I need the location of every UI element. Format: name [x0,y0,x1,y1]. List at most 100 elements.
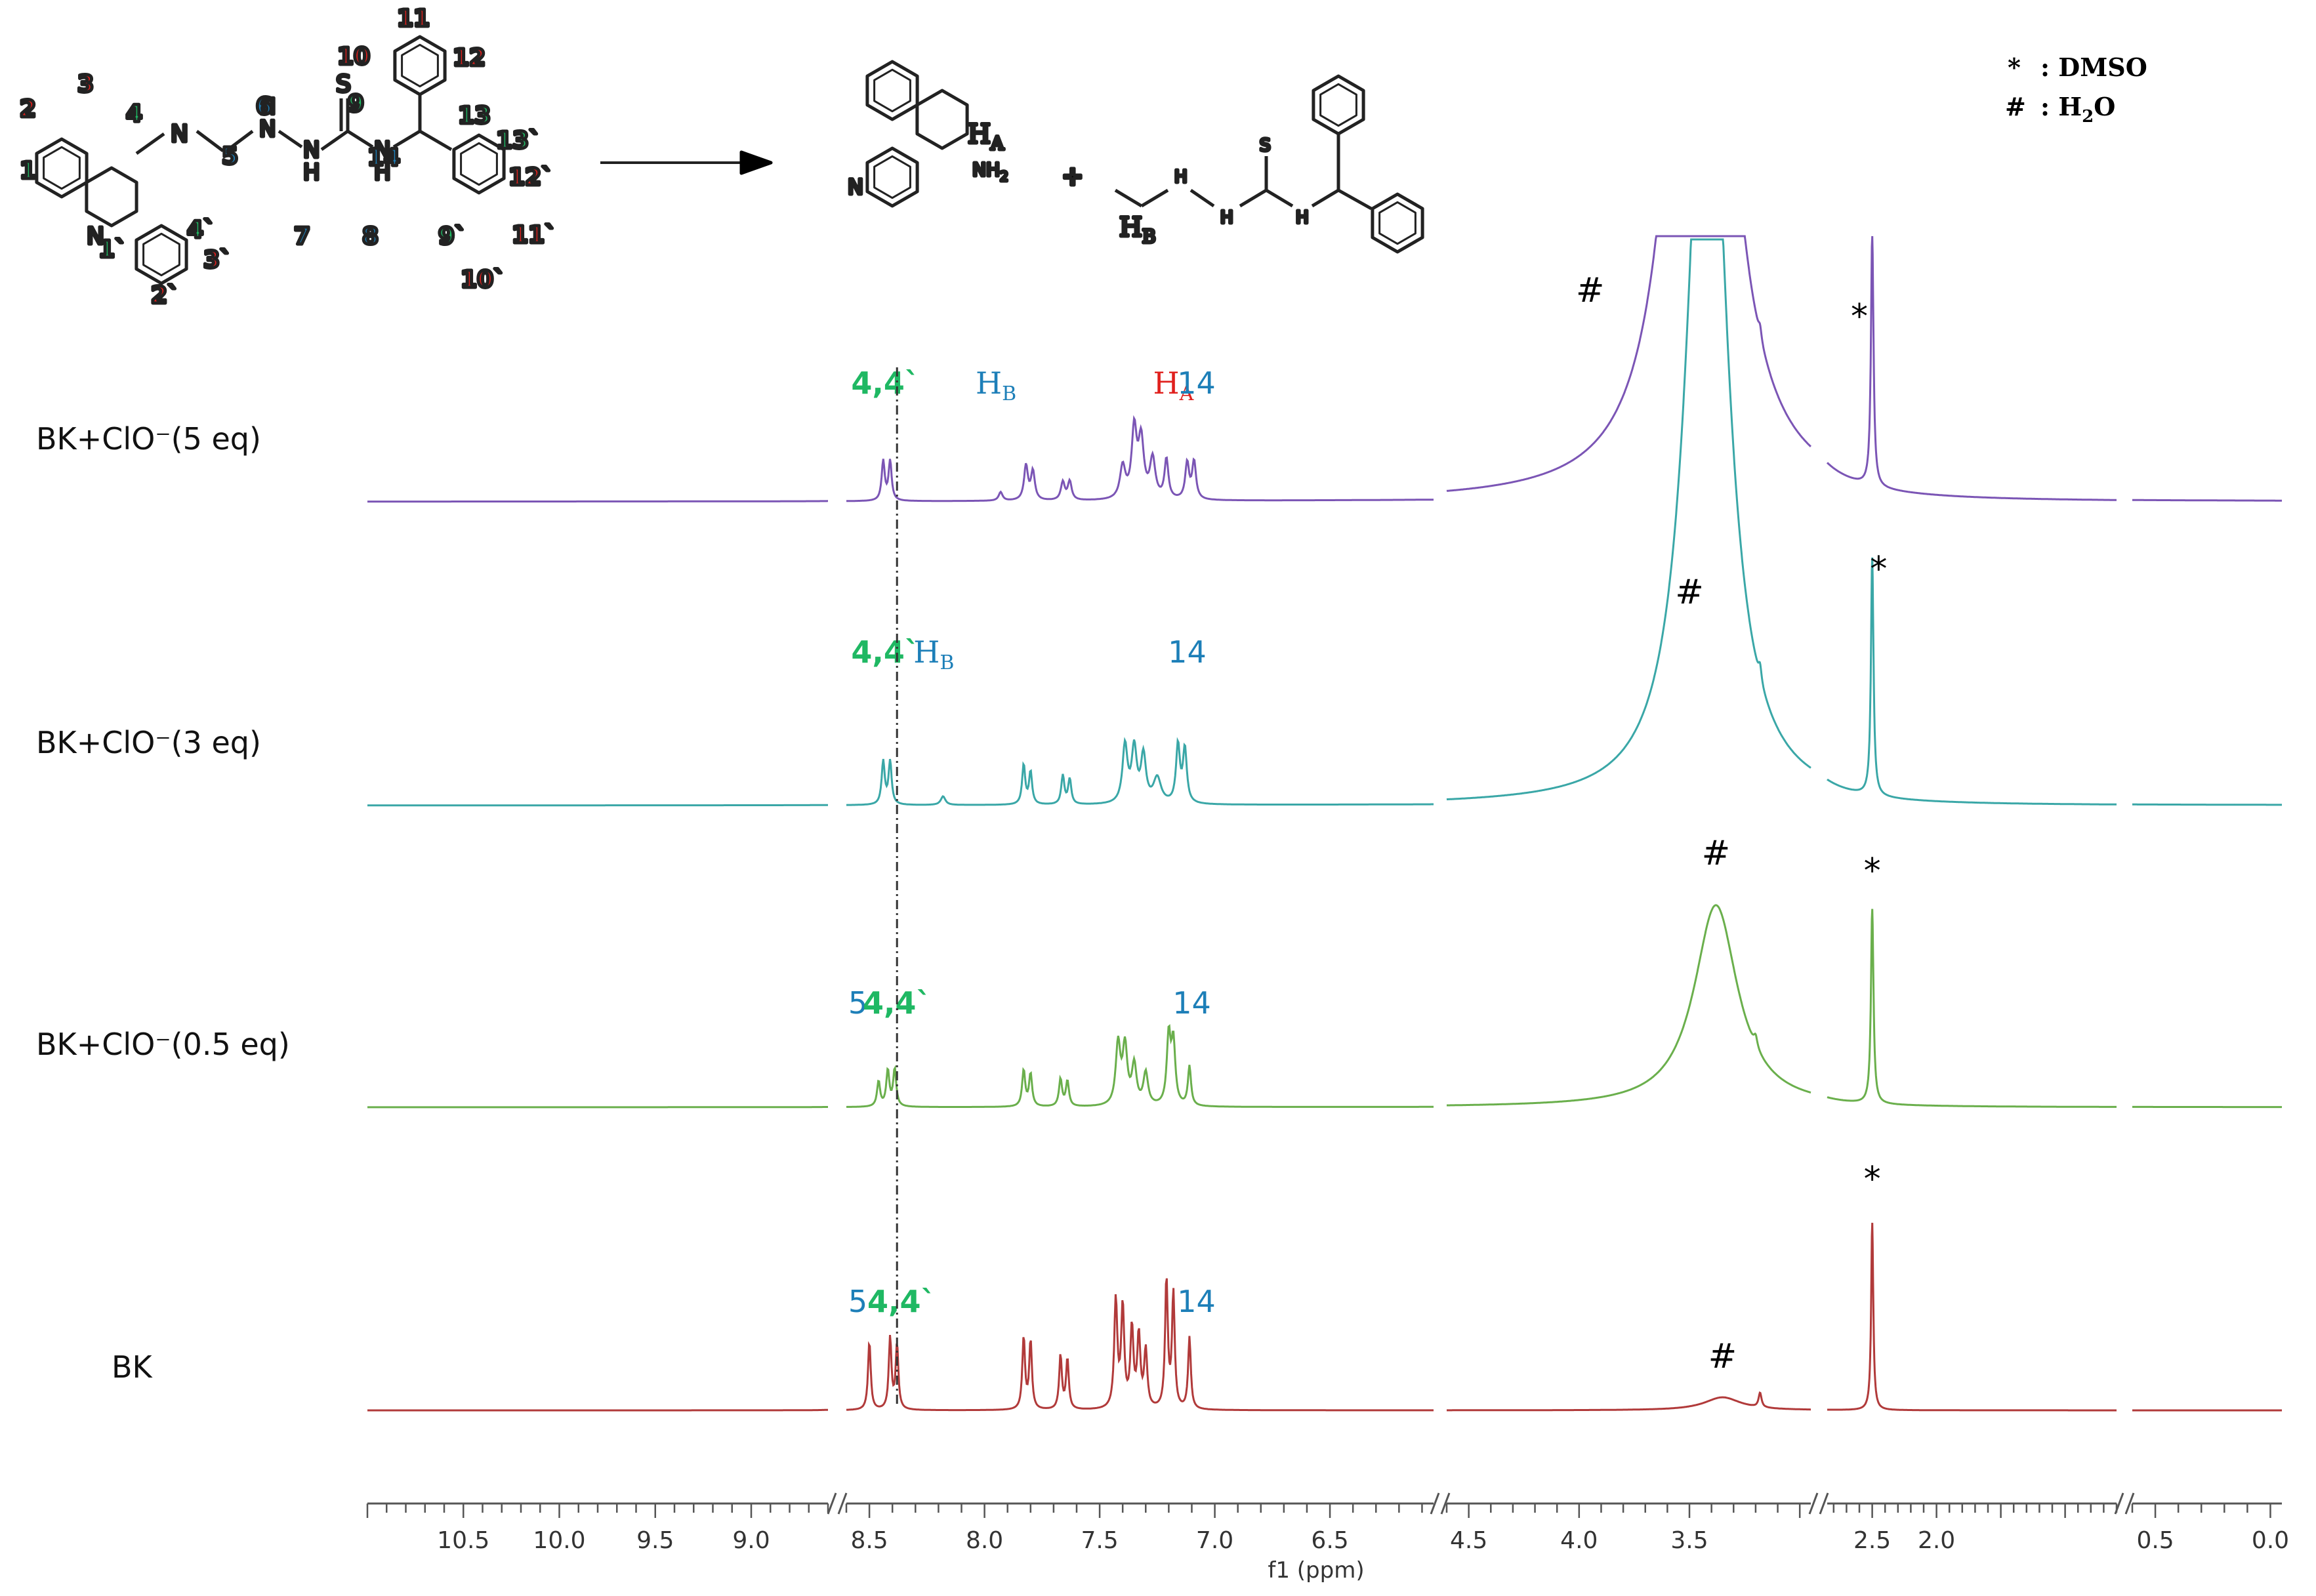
legend-water-symbol: # [2005,92,2026,121]
spectrum-label: BK+ClO⁻(0.5 eq) [36,1027,290,1062]
peak-annotation: 14 [1172,985,1211,1021]
atom-number-label: 10` [461,266,505,293]
bond [135,132,165,155]
spectrum-line [846,415,1434,502]
spectrum-label: BK [112,1349,154,1385]
ring-inner-bond [401,43,439,88]
ring-inner-bond [142,232,180,277]
atom-number-label: 3 [77,71,94,98]
x-tick-label: 10.0 [533,1527,585,1554]
spectrum-line [367,804,828,807]
peak-annotation: 14 [1177,1284,1216,1319]
x-tick-label: 3.5 [1670,1527,1708,1554]
ring-inner-bond [1319,83,1357,127]
spectrum-label: BK+ClO⁻(3 eq) [36,725,261,760]
atom-number-label: 5 [222,143,238,170]
spectrum-line [367,500,828,503]
atom-N: N [374,137,390,163]
axis-break-mark [827,1492,848,1515]
atom-number-label: 6 [256,93,272,120]
atom-N: N [848,174,863,199]
atom-H: H [259,94,276,120]
axis-break-mark [1808,1492,1829,1515]
atom-N: N [303,137,320,163]
atom-N: N [171,121,188,148]
arrow-head [739,150,773,175]
bond [1239,188,1268,208]
x-tick-label: 8.5 [850,1527,888,1554]
x-tick-label: 7.0 [1196,1527,1233,1554]
atom-number-label: 13 [458,102,491,129]
spectrum-line [846,1278,1434,1412]
aromatic-ring [1371,192,1424,254]
peak-annotation: 4,4` [851,634,920,670]
x-tick-label: 0.0 [2252,1527,2289,1554]
bond [1311,188,1340,208]
bond [419,129,453,152]
legend-dmso-symbol: * [2008,52,2021,82]
peak-annotation: HA [1153,365,1193,405]
peak-annotation: * [1864,851,1881,891]
atom-number-label: 2` [151,282,179,309]
spectrum-line [1447,904,1811,1107]
bond [196,130,224,152]
atom-NH2: NH2 [972,159,1008,184]
atom-number-label: 13` [496,127,541,154]
peak-annotation: # [1576,271,1605,310]
spectrum-line [1827,909,2117,1108]
x-tick-label: 4.5 [1450,1527,1487,1554]
legend-water-label: : H2O [2040,92,2115,127]
spectrum-line [1827,1223,2117,1412]
atom-N: N [87,223,104,250]
spectrum-labels: BK+ClO⁻(5 eq) BK+ClO⁻(3 eq) BK+ClO⁻(0.5 eq… [36,421,290,1385]
x-tick-label: 2.0 [1918,1527,1955,1554]
x-axis-label: f1 (ppm) [1268,1557,1364,1584]
aromatic-ring [865,60,919,121]
atom-number-label: 11 [397,5,430,32]
atom-number-label: 7 [294,223,310,250]
atom-number-label: 3` [203,247,232,274]
peak-annotation: 4,4` [851,365,920,401]
proton-HA-label: HA [968,119,1004,154]
peak-annotation: 14 [1177,365,1216,401]
atom-number-label: 9` [438,223,466,250]
atom-number-label: 4` [187,216,215,243]
plus-sign: + [1062,161,1084,192]
ring-inner-bond [873,68,911,113]
peak-annotation: 4,4` [867,1284,936,1319]
bond [392,129,421,149]
atom-number-label: 1` [98,236,127,263]
bond [1140,188,1169,208]
peak-annotation: * [1851,297,1868,337]
peak-annotation: # [1702,834,1731,873]
bond [225,130,254,152]
atom-number-label: 10 [337,43,370,70]
x-tick-label: 10.5 [437,1527,489,1554]
atom-H: H [1220,208,1233,228]
proton-HB-label: HB [1119,213,1155,247]
peak-annotation: * [1870,550,1887,589]
spectrum-line [1446,238,1811,801]
peak-annotation: 5 [848,985,867,1021]
atom-S: S [1260,136,1271,155]
atom-number-label: 9 [348,91,364,117]
atom-H: H [303,159,320,186]
atom-S: S [336,71,351,98]
x-tick-label: 9.5 [636,1527,674,1554]
peak-annotation: HB [913,634,954,674]
spectrum-line [2132,499,2282,502]
x-tick-label: 0.5 [2136,1527,2174,1554]
atom-number-label: 2 [20,96,36,123]
atom-number-label: 11` [512,222,556,249]
atom-N: N [259,116,276,142]
spectrum-line [1827,557,2117,806]
spectrum-line [1447,1391,1811,1412]
aromatic-ring [134,224,188,285]
axis-break-mark [1430,1492,1451,1515]
bond [1265,188,1294,208]
atom-H: H [1296,208,1309,228]
peak-annotation: * [1864,1160,1881,1199]
bond [1337,188,1373,211]
solvent-legend: * : DMSO # : H2O [2005,52,2147,127]
